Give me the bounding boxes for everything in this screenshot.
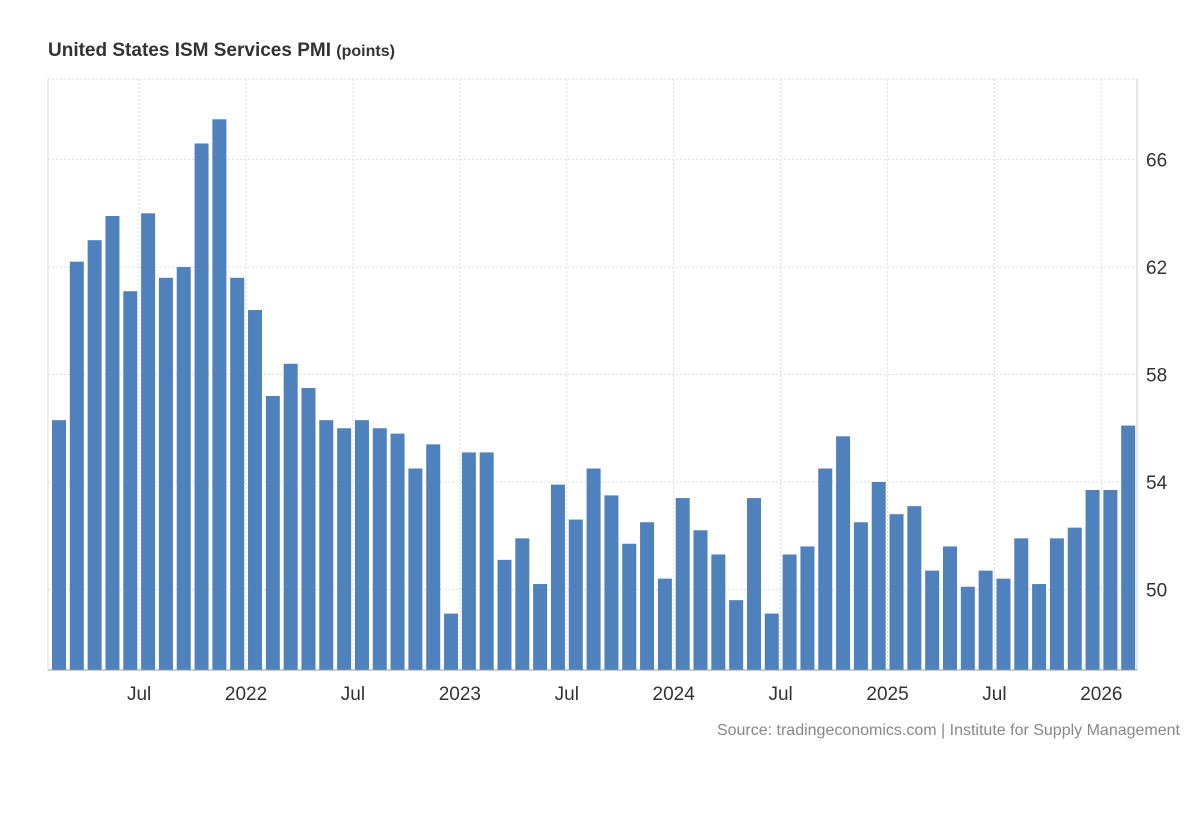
bar <box>764 613 779 670</box>
y-tick-label: 62 <box>1146 258 1167 279</box>
bar <box>889 514 904 670</box>
bar <box>52 420 66 670</box>
x-tick-label: 2023 <box>439 684 481 705</box>
y-tick-label: 54 <box>1146 473 1168 494</box>
title-text: United States ISM Services PMI <box>48 40 331 61</box>
x-tick-label: 2022 <box>225 684 267 705</box>
bar <box>1121 425 1136 670</box>
bar <box>711 554 726 670</box>
bar <box>141 213 156 670</box>
y-tick-label: 66 <box>1146 151 1167 172</box>
bar <box>497 559 512 670</box>
x-tick-label: 2025 <box>866 684 908 705</box>
x-tick-label: Jul <box>341 684 365 705</box>
bar <box>586 468 601 670</box>
x-tick-label: Jul <box>768 684 792 705</box>
bar <box>533 584 548 670</box>
bar <box>283 363 298 670</box>
bar <box>604 495 619 670</box>
bar <box>390 433 405 670</box>
bar <box>354 420 369 670</box>
bar <box>105 216 120 670</box>
bar <box>461 452 476 670</box>
bar <box>622 543 637 670</box>
bar <box>337 428 352 670</box>
bar <box>176 267 191 670</box>
bar <box>853 522 868 670</box>
bar <box>640 522 655 670</box>
bar <box>444 613 459 670</box>
bar <box>693 530 708 670</box>
bar <box>996 578 1011 670</box>
bar <box>800 546 815 670</box>
bar <box>943 546 957 670</box>
bar <box>515 538 530 670</box>
y-tick-label: 50 <box>1146 580 1167 601</box>
bar <box>408 468 423 670</box>
bar <box>1032 584 1047 670</box>
bar <box>818 468 833 670</box>
y-tick-label: 58 <box>1146 366 1167 387</box>
bar <box>836 436 851 670</box>
bar <box>782 554 797 670</box>
bar <box>657 578 672 670</box>
bar <box>265 395 280 670</box>
bar <box>372 428 387 670</box>
bar <box>925 570 940 670</box>
bar <box>158 277 173 670</box>
bar <box>1014 538 1029 670</box>
bar <box>248 310 263 670</box>
source-note: Source: tradingeconomics.com | Institute… <box>716 722 1180 739</box>
bar <box>960 586 975 670</box>
chart-title: United States ISM Services PMI (points) <box>48 40 395 62</box>
bar <box>87 240 102 670</box>
bar <box>479 452 494 670</box>
bar <box>69 261 84 670</box>
bar <box>319 420 334 670</box>
bar <box>568 519 583 670</box>
bar <box>1067 527 1082 670</box>
bar <box>1085 490 1100 670</box>
bar <box>426 444 441 670</box>
bar <box>301 387 316 670</box>
title-unit: (points) <box>336 43 395 60</box>
bar <box>1049 538 1064 670</box>
x-tick-label: Jul <box>982 684 1006 705</box>
x-tick-label: 2024 <box>653 684 696 705</box>
bar <box>230 277 245 670</box>
bar <box>871 481 886 670</box>
bar <box>550 484 565 670</box>
x-tick-label: Jul <box>555 684 579 705</box>
bar <box>1103 490 1118 670</box>
bar <box>978 570 993 670</box>
bar <box>194 143 209 671</box>
bar <box>907 506 922 670</box>
x-tick-label: 2026 <box>1080 684 1122 705</box>
bar <box>123 291 138 670</box>
x-tick-label: Jul <box>127 684 151 705</box>
bar <box>746 498 761 670</box>
bar <box>675 498 690 670</box>
bar <box>729 600 744 670</box>
bar <box>212 119 227 670</box>
